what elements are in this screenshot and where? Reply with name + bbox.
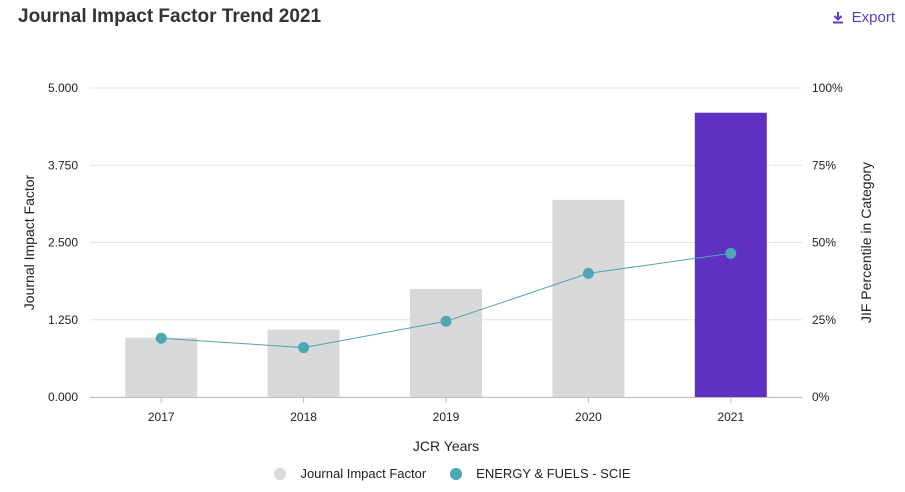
legend-line-marker xyxy=(450,467,463,480)
y2-tick-label: 100% xyxy=(812,81,843,95)
bar-2020 xyxy=(552,199,625,397)
x-tick-label: 2017 xyxy=(148,410,175,424)
legend-line-label: ENERGY & FUELS - SCIE xyxy=(476,466,631,481)
chart-title: Journal Impact Factor Trend 2021 xyxy=(18,6,322,27)
percentile-point-2020 xyxy=(582,267,594,279)
y-tick-label: 3.750 xyxy=(48,158,78,172)
x-tick-label: 2020 xyxy=(575,410,602,424)
download-icon xyxy=(832,12,843,24)
bar-2019 xyxy=(410,288,482,397)
percentile-point-2017 xyxy=(155,332,167,344)
y2-tick-label: 50% xyxy=(812,236,836,250)
legend-item-bar[interactable]: Journal Impact Factor xyxy=(274,466,426,481)
x-axis-title: JCR Years xyxy=(413,438,479,454)
percentile-point-2018 xyxy=(298,342,310,354)
export-label: Export xyxy=(851,9,895,26)
bar-2017 xyxy=(125,337,198,397)
percentile-point-2021 xyxy=(725,247,737,259)
x-tick-label: 2021 xyxy=(717,410,744,424)
legend-item-line[interactable]: ENERGY & FUELS - SCIE xyxy=(450,466,631,481)
x-tick-label: 2019 xyxy=(433,410,460,424)
legend-bar-marker xyxy=(274,467,287,480)
y-tick-label: 2.500 xyxy=(48,236,78,250)
y2-tick-label: 75% xyxy=(812,158,836,172)
export-button[interactable]: Export xyxy=(832,9,895,26)
y-axis-title: Journal Impact Factor xyxy=(21,174,37,310)
x-tick-label: 2018 xyxy=(290,410,317,424)
percentile-point-2019 xyxy=(440,315,452,327)
y-tick-label: 1.250 xyxy=(48,313,78,327)
bar-2018 xyxy=(267,329,340,397)
y2-tick-label: 25% xyxy=(812,313,836,327)
y-tick-label: 5.000 xyxy=(48,81,78,95)
impact-factor-chart: 0.000 1.250 2.500 3.750 5.000 0% 25% 50% 75% 100%… xyxy=(21,81,874,454)
y2-tick-label: 0% xyxy=(812,390,830,404)
chart-legend: Journal Impact Factor ENERGY & FUELS - S… xyxy=(0,466,905,481)
y2-axis-title: JIF Percentile in Category xyxy=(858,162,874,323)
legend-bar-label: Journal Impact Factor xyxy=(300,466,427,481)
y-tick-label: 0.000 xyxy=(48,390,78,404)
